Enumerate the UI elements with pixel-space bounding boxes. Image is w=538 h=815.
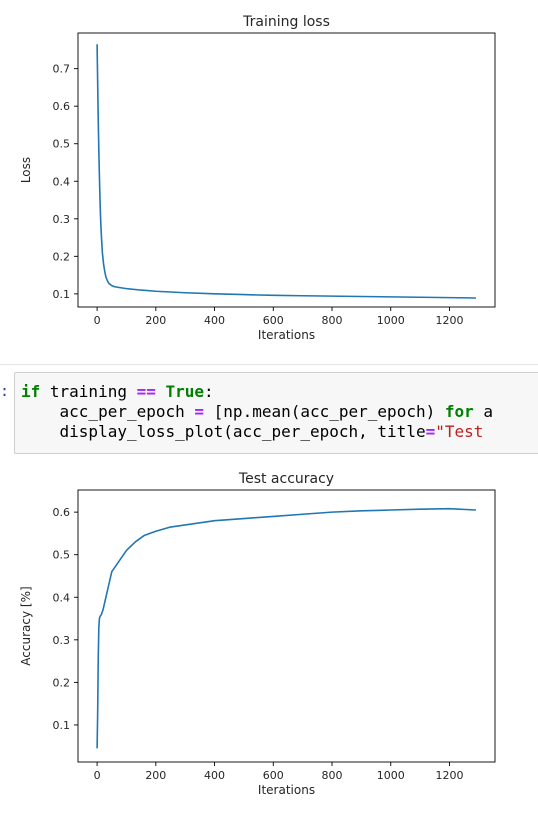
x-tick-label: 200 <box>145 769 166 782</box>
training-loss-chart: Training loss 0 200 400 600 800 1000 1200 0.1 0.2… <box>19 14 496 342</box>
series-line <box>96 507 476 749</box>
y-tick-label: 0.5 <box>53 549 71 562</box>
x-tick-label: 0 <box>94 769 101 782</box>
y-tick-label: 0.2 <box>53 250 71 263</box>
code-line-2: acc_per_epoch = [np.mean(acc_per_epoch) … <box>21 402 494 422</box>
x-tick-label: 600 <box>263 769 284 782</box>
plot-frame <box>77 489 496 763</box>
x-tick-label: 800 <box>322 769 343 782</box>
y-tick-label: 0.6 <box>53 100 71 113</box>
x-tick-label: 0 <box>94 314 101 327</box>
x-tick-label: 1000 <box>377 769 405 782</box>
y-tick-label: 0.4 <box>53 591 71 604</box>
code-line-1: if training == True: <box>21 382 214 402</box>
code-string: "Test <box>435 422 494 441</box>
test-accuracy-chart: Test accuracy 0 200 400 600 800 1000 1200 0.1 0.2… <box>19 471 496 797</box>
x-axis-label: Iterations <box>258 328 315 342</box>
plot-frame <box>77 32 496 308</box>
series-line <box>96 44 476 299</box>
cell-separator <box>0 364 538 365</box>
y-tick-label: 0.1 <box>53 288 71 301</box>
code-text: training <box>40 382 137 401</box>
y-tick-label: 0.1 <box>53 719 71 732</box>
code-keyword-true: True <box>165 382 205 401</box>
code-keyword-for: for <box>444 402 474 421</box>
code-text: : <box>204 382 214 401</box>
y-tick-label: 0.3 <box>53 213 71 226</box>
chart-title: Training loss <box>242 14 330 30</box>
x-tick-label: 1000 <box>377 314 405 327</box>
x-axis-label: Iterations <box>258 783 315 797</box>
y-tick-label: 0.5 <box>53 138 71 151</box>
x-tick-label: 1200 <box>435 314 463 327</box>
code-text: acc_per_epoch <box>21 402 195 421</box>
chart-title: Test accuracy <box>238 471 334 487</box>
code-keyword-if: if <box>21 382 41 401</box>
code-operator: = <box>194 402 205 421</box>
code-operator: == <box>136 382 156 401</box>
code-cell[interactable]: if training == True: acc_per_epoch = [np… <box>14 372 538 454</box>
x-tick-label: 200 <box>145 314 166 327</box>
x-tick-label: 1200 <box>435 769 463 782</box>
y-axis-label: Loss <box>19 157 33 183</box>
x-tick-label: 800 <box>322 314 343 327</box>
y-tick-label: 0.4 <box>53 175 71 188</box>
y-axis-label: Accuracy [%] <box>19 586 33 665</box>
y-tick-label: 0.3 <box>53 634 71 647</box>
x-tick-label: 400 <box>204 314 225 327</box>
y-tick-label: 0.2 <box>53 676 71 689</box>
code-text: a <box>473 402 494 421</box>
code-text: display_loss_plot(acc_per_epoch, title <box>21 422 426 441</box>
x-tick-label: 600 <box>263 314 284 327</box>
code-operator: = <box>425 422 436 441</box>
x-tick-label: 400 <box>204 769 225 782</box>
y-tick-label: 0.7 <box>53 63 71 76</box>
y-tick-label: 0.6 <box>53 506 71 519</box>
cell-prompt: : <box>0 382 10 400</box>
code-line-3: display_loss_plot(acc_per_epoch, title="… <box>21 422 493 442</box>
code-text <box>156 382 166 401</box>
code-text: [np.mean(acc_per_epoch) <box>204 402 445 421</box>
